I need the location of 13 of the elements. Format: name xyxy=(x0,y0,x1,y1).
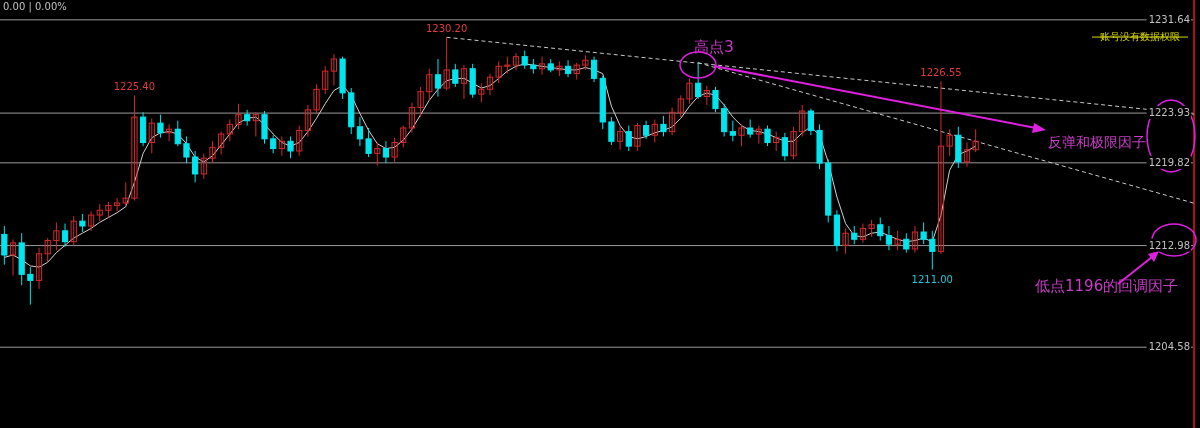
text: 低点1196的回调因子 xyxy=(1035,277,1179,295)
annotation: 1226.55 xyxy=(920,67,962,79)
annotation: 1225.40 xyxy=(113,81,156,93)
annotation: 1211.00 xyxy=(911,273,953,285)
y-tick-label: 1223.93 xyxy=(1148,107,1190,119)
y-tick-label: 1219.82 xyxy=(1148,156,1190,168)
y-tick-label: 1231.64 xyxy=(1148,13,1190,25)
annotation: 0.00 | 0.00% xyxy=(3,1,67,13)
y-tick-label: 1204.58 xyxy=(1148,341,1190,353)
text: 账号没有数据权限 xyxy=(1100,31,1180,42)
text: 反弹和极限因子 xyxy=(1048,134,1146,150)
y-tick-label: 1212.98 xyxy=(1148,239,1190,251)
annotation: 1230.20 xyxy=(425,23,468,35)
